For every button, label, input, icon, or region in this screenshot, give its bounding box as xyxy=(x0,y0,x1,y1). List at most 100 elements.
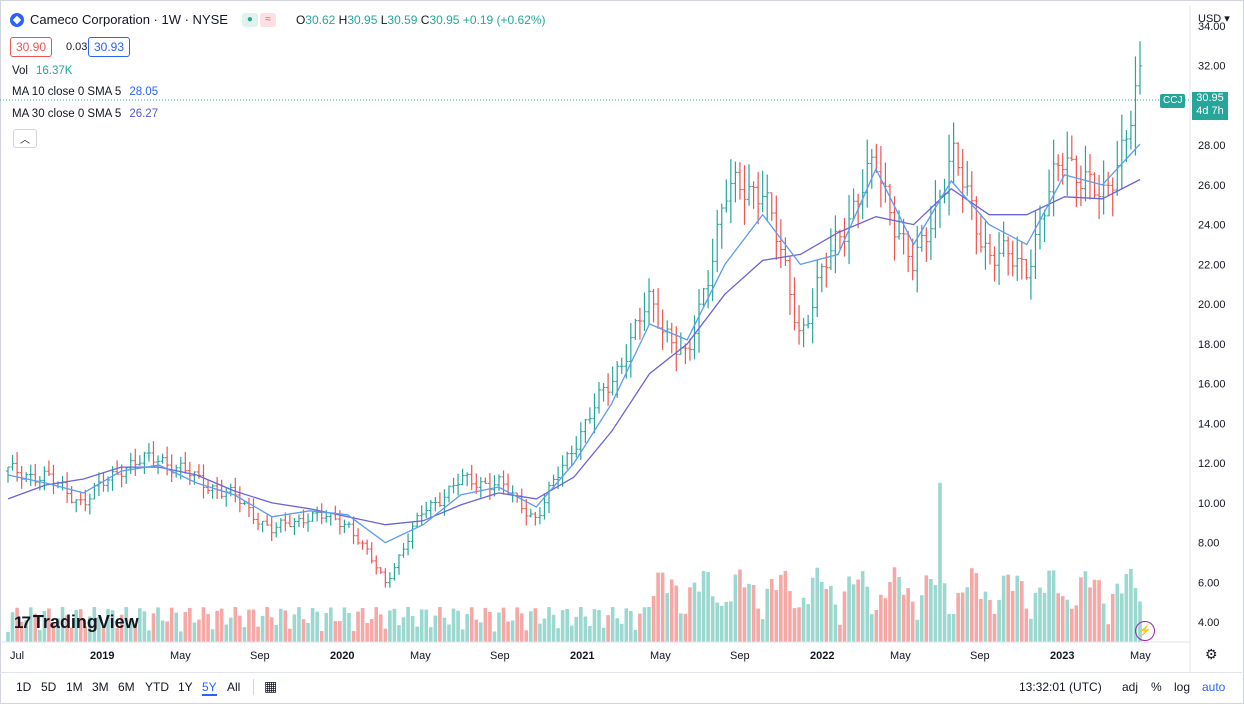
volume-bar xyxy=(951,613,956,642)
symbol-title[interactable]: Cameco Corporation · 1W · NYSE xyxy=(30,12,228,27)
volume-bar xyxy=(383,628,388,642)
y-tick-label: 4.00 xyxy=(1198,617,1219,629)
volume-bar xyxy=(297,607,301,642)
price-bar xyxy=(719,203,724,249)
price-bar xyxy=(528,508,533,518)
volume-bar xyxy=(428,627,433,642)
volume-bar xyxy=(433,615,438,642)
price-bar xyxy=(947,134,952,216)
price-bar xyxy=(306,513,311,532)
volume-bar xyxy=(315,611,319,642)
range-5y[interactable]: 5Y xyxy=(202,680,217,696)
range-1y[interactable]: 1Y xyxy=(178,680,193,694)
volume-bar xyxy=(219,608,224,642)
volume-bar xyxy=(369,619,374,642)
volume-bar xyxy=(378,614,383,642)
volume-bar xyxy=(747,583,751,642)
settings-gear-icon[interactable]: ⚙ xyxy=(1205,646,1218,662)
volume-bar xyxy=(701,571,706,642)
volume-bar xyxy=(215,610,219,642)
volume-bar xyxy=(615,618,619,642)
price-bar xyxy=(483,477,488,484)
price-bar xyxy=(1069,135,1074,162)
tradingview-logo[interactable]: 17 TradingView xyxy=(14,612,139,633)
price-bar xyxy=(1097,174,1102,219)
percent-toggle[interactable]: % xyxy=(1151,680,1162,694)
volume-bar xyxy=(356,611,360,642)
volume-bars xyxy=(6,482,1142,642)
ma10-legend[interactable]: MA 10 close 0 SMA 5 28.05 xyxy=(12,86,158,98)
volume-bar xyxy=(510,620,515,642)
bid-price[interactable]: 30.90 xyxy=(10,37,53,57)
volume-bar xyxy=(1115,583,1120,642)
price-bar xyxy=(637,307,642,340)
range-3m[interactable]: 3M xyxy=(92,680,109,694)
volume-bar xyxy=(465,613,469,642)
range-1m[interactable]: 1M xyxy=(66,680,83,694)
price-bar xyxy=(396,554,401,575)
currency-selector[interactable]: USD ▾ xyxy=(1198,13,1230,25)
ma30-legend[interactable]: MA 30 close 0 SMA 5 26.27 xyxy=(12,108,158,120)
y-tick-label: 26.00 xyxy=(1198,180,1226,192)
lightning-icon[interactable]: ⚡ xyxy=(1135,621,1155,641)
bottom-toolbar: 1D 5D 1M 3M 6M YTD 1Y 5Y All ▦ 13:32:01 … xyxy=(0,672,1242,701)
range-6m[interactable]: 6M xyxy=(118,680,135,694)
volume-bar xyxy=(160,620,165,642)
log-toggle[interactable]: log xyxy=(1174,680,1191,694)
volume-bar xyxy=(474,619,479,642)
price-bar xyxy=(115,460,120,475)
x-tick-label: Sep xyxy=(490,650,510,662)
volume-bar xyxy=(506,621,510,642)
volume-bar xyxy=(301,619,306,642)
range-1d[interactable]: 1D xyxy=(16,680,32,694)
high-label: H xyxy=(338,12,348,27)
auto-toggle[interactable]: auto xyxy=(1202,680,1226,694)
volume-bar xyxy=(101,625,106,642)
volume-bar xyxy=(824,589,829,642)
volume-bar xyxy=(565,609,569,642)
volume-bar xyxy=(210,629,215,642)
range-ytd[interactable]: YTD xyxy=(145,680,169,694)
price-bar xyxy=(83,489,88,512)
volume-bar xyxy=(338,620,342,642)
volume-bar xyxy=(633,629,638,642)
price-bar xyxy=(760,170,765,213)
volume-bar xyxy=(610,607,615,642)
price-bar xyxy=(428,499,433,518)
price-bar xyxy=(283,512,288,532)
price-bar xyxy=(606,373,611,406)
volume-bar xyxy=(797,607,801,642)
range-5d[interactable]: 5D xyxy=(41,680,57,694)
volume-bar xyxy=(592,609,597,642)
price-bar xyxy=(1024,258,1029,280)
adj-toggle[interactable]: adj xyxy=(1122,680,1139,694)
price-bar xyxy=(1056,154,1061,182)
volume-bar xyxy=(710,596,715,642)
range-all[interactable]: All xyxy=(227,680,241,694)
volume-bar xyxy=(1088,587,1092,642)
chart-header: Cameco Corporation · 1W · NYSE ● ≈ O30.6… xyxy=(10,12,546,27)
volume-bar xyxy=(833,604,838,642)
market-open-icon[interactable]: ● xyxy=(241,12,258,27)
clock-readout[interactable]: 13:32:01 (UTC) xyxy=(1019,680,1102,694)
price-bar xyxy=(301,509,306,528)
volume-bar xyxy=(128,618,133,642)
data-delay-icon[interactable]: ≈ xyxy=(259,12,276,27)
volume-bar xyxy=(442,617,447,642)
collapse-chevron-icon[interactable]: ︿ xyxy=(13,129,37,148)
ma10-line xyxy=(7,143,1141,544)
price-bar xyxy=(1119,114,1124,190)
volume-legend[interactable]: Vol 16.37K xyxy=(12,65,72,77)
price-bar xyxy=(319,503,324,525)
price-bar xyxy=(551,474,556,489)
price-bar xyxy=(769,192,774,221)
volume-bar xyxy=(33,613,38,642)
volume-bar xyxy=(415,626,419,642)
price-bar xyxy=(647,278,652,325)
ask-price[interactable]: 30.93 xyxy=(88,37,131,57)
price-bar xyxy=(810,288,815,344)
price-bar xyxy=(242,501,247,506)
calendar-range-icon[interactable]: ▦ xyxy=(264,678,278,694)
tradingview-mark-icon: 17 xyxy=(14,612,31,632)
